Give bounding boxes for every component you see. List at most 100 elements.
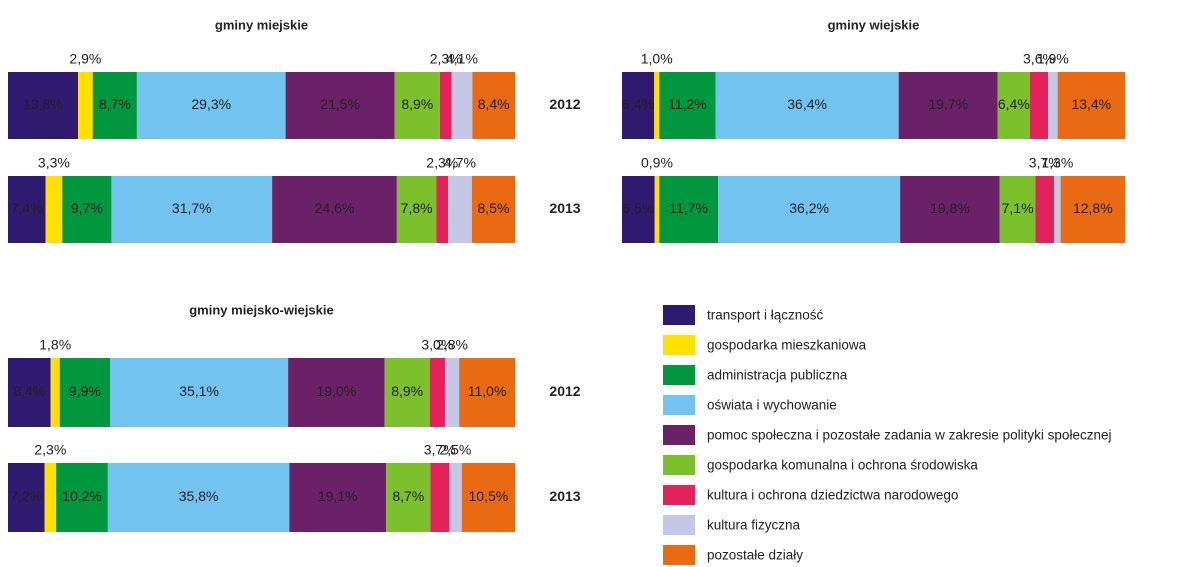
value-label: 4,7% [444, 155, 476, 171]
value-label: 29,3% [191, 96, 231, 112]
bar-segment [471, 176, 515, 243]
legend-label: kultura fizyczna [707, 518, 801, 533]
value-label: 9,7% [71, 200, 103, 216]
category-label: 2013 [549, 488, 580, 504]
legend-label: gospodarka komunalna i ochrona środowisk… [707, 458, 978, 473]
bar-segment [8, 463, 45, 532]
bar-segment [289, 463, 387, 532]
value-label: 19,7% [928, 96, 968, 112]
category-label: 2013 [549, 200, 580, 216]
value-label: 7,2% [10, 488, 42, 504]
legend-label: pozostałe działy [707, 548, 803, 563]
value-label: 2,3% [426, 155, 458, 171]
value-label: 10,2% [62, 488, 102, 504]
value-label: 8,9% [391, 383, 423, 399]
bar-segment [386, 463, 431, 532]
value-label: 19,1% [318, 488, 358, 504]
value-label: 3,3% [38, 155, 70, 171]
value-label: 1,9% [1037, 51, 1069, 67]
value-label: 3,6% [1023, 51, 1055, 67]
value-label: 8,7% [392, 488, 424, 504]
bar-segment [8, 358, 51, 427]
value-label: 3,7% [1029, 155, 1061, 171]
bar-segment [444, 358, 460, 427]
category-label: 2012 [549, 96, 580, 112]
bar-segment [622, 176, 655, 243]
value-label: 2,5% [439, 442, 471, 458]
bar-segment [1035, 176, 1055, 243]
bar-segment [448, 176, 472, 243]
legend-label: gospodarka mieszkaniowa [707, 338, 867, 353]
bar-segment [449, 463, 462, 532]
value-label: 21,5% [320, 96, 360, 112]
bar-segment [654, 72, 660, 139]
bar-segment [8, 176, 46, 243]
legend-swatch [663, 425, 695, 445]
bar-segment [59, 358, 111, 427]
value-label: 2,9% [69, 51, 101, 67]
value-label: 1,3% [1041, 155, 1073, 171]
chart-title: gminy miejskie [215, 17, 308, 32]
value-label: 11,2% [668, 96, 707, 112]
bar-segment [718, 176, 901, 243]
bar-segment [285, 72, 395, 139]
value-label: 31,7% [172, 200, 212, 216]
bar-segment [1057, 72, 1125, 139]
bar-segment [1029, 72, 1049, 139]
legend-swatch [663, 395, 695, 415]
bar-segment [50, 358, 60, 427]
bar-segment [1054, 176, 1061, 243]
value-label: 11,7% [669, 200, 708, 216]
value-label: 8,5% [477, 200, 509, 216]
chart-title: gminy miejsko-wiejskie [189, 302, 334, 317]
value-label: 7,1% [1002, 200, 1034, 216]
value-label: 1,0% [641, 51, 673, 67]
bar-segment [472, 72, 515, 139]
legend-label: pomoc społeczna i pozostałe zadania w za… [707, 428, 1111, 443]
bar-segment [999, 176, 1036, 243]
bar-segment [1060, 176, 1125, 243]
value-label: 19,0% [317, 383, 357, 399]
bar-segment [622, 72, 655, 139]
legend-label: kultura i ochrona dziedzictwa narodowego [707, 488, 958, 503]
bar-segment [111, 176, 273, 243]
category-label: 2012 [549, 383, 580, 399]
value-label: 3,7% [424, 442, 456, 458]
bar-segment [659, 72, 716, 139]
bar-segment [654, 176, 660, 243]
bar-segment [659, 176, 719, 243]
legend-label: oświata i wychowanie [707, 398, 837, 413]
value-label: 2,8% [436, 337, 468, 353]
bar-segment [92, 72, 137, 139]
value-label: 7,8% [401, 200, 433, 216]
value-label: 2,3% [34, 442, 66, 458]
value-label: 4,1% [446, 51, 478, 67]
legend-swatch [663, 305, 695, 325]
bar-segment [459, 358, 515, 427]
value-label: 1,8% [39, 337, 71, 353]
value-label: 6,4% [622, 96, 654, 112]
value-label: 10,5% [469, 488, 509, 504]
bar-segment [56, 463, 108, 532]
value-label: 7,4% [11, 200, 43, 216]
value-label: 19,8% [930, 200, 970, 216]
bar-segment [439, 72, 452, 139]
bar-segment [451, 72, 473, 139]
value-label: 35,8% [179, 488, 219, 504]
legend-swatch [663, 485, 695, 505]
bar-segment [107, 463, 290, 532]
value-label: 9,9% [69, 383, 101, 399]
bar-segment [394, 72, 440, 139]
bar-segment [900, 176, 1000, 243]
value-label: 6,4% [998, 96, 1030, 112]
value-label: 12,8% [1073, 200, 1113, 216]
value-label: 6,5% [622, 200, 654, 216]
legend-swatch [663, 515, 695, 535]
value-label: 36,4% [787, 96, 827, 112]
bar-segment [272, 176, 397, 243]
value-label: 11,0% [468, 383, 507, 399]
bar-segment [8, 72, 79, 139]
bar-segment [1048, 72, 1058, 139]
bar-segment [461, 463, 515, 532]
value-label: 8,9% [401, 96, 433, 112]
